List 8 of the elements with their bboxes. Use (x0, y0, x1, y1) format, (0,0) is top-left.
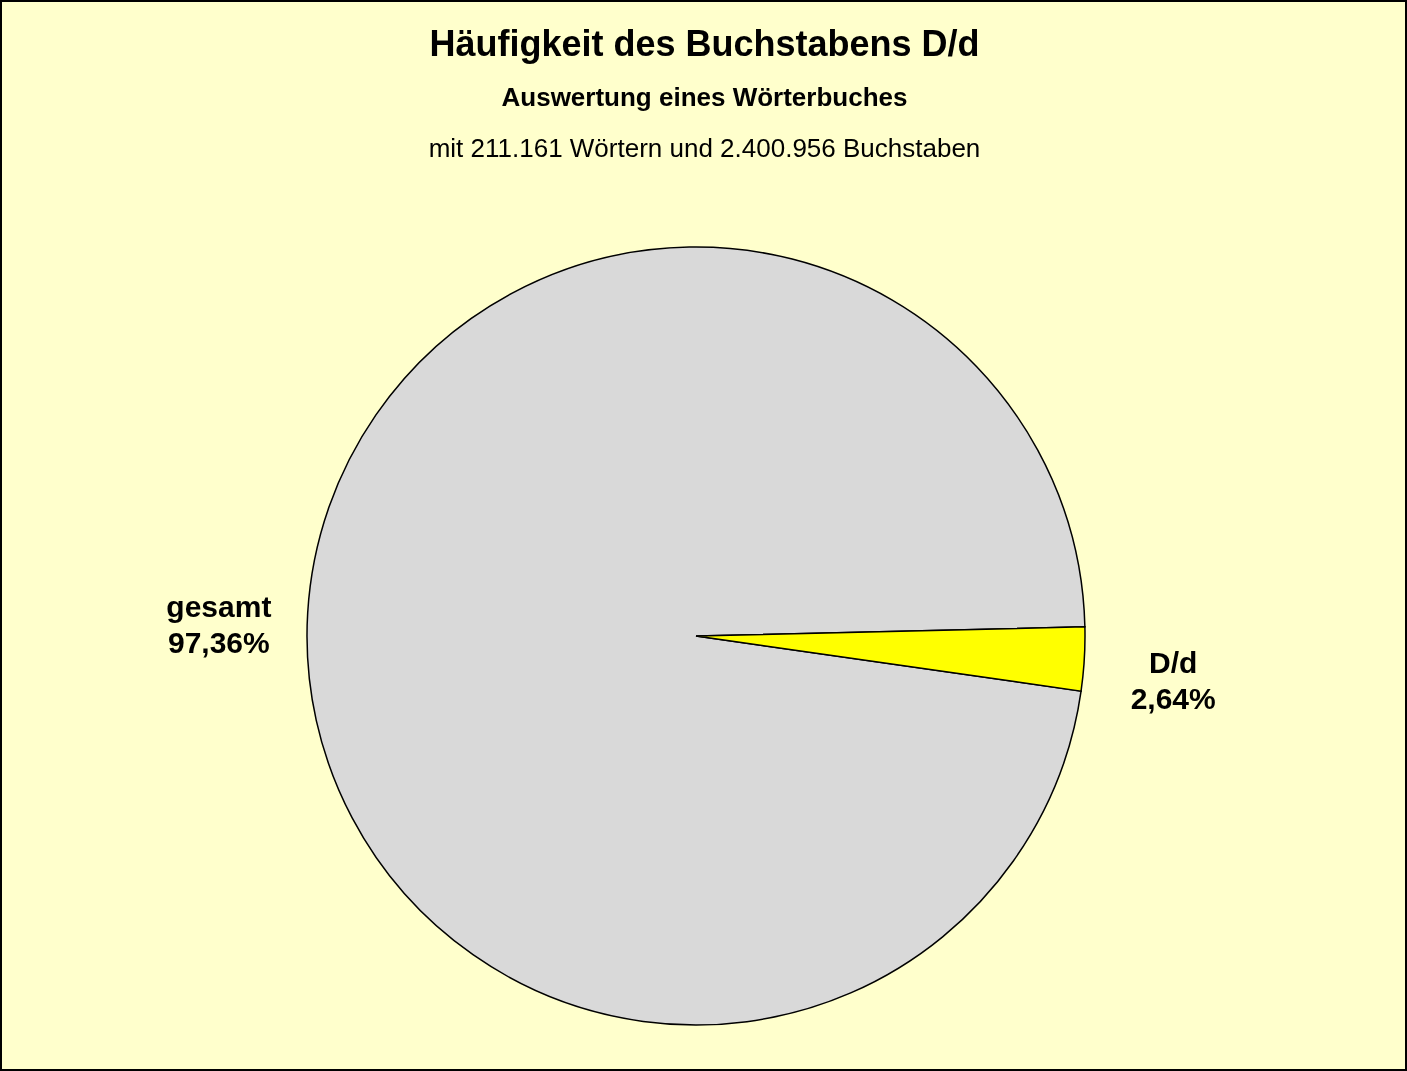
data-label: 2,64% (1130, 682, 1216, 716)
slice-label: D/d (1149, 646, 1198, 680)
data-label: 97,36% (167, 625, 270, 659)
chart-subtitle: Auswertung eines Wörterbuches (501, 82, 908, 112)
text: mit 211.161 Wörtern und 2.400.956 Buchstaben (428, 133, 981, 163)
pie-slice (306, 246, 1086, 1026)
slice-label: gesamt (166, 589, 272, 623)
chart-title: Häufigkeit des Buchstabens D/d (429, 23, 980, 64)
